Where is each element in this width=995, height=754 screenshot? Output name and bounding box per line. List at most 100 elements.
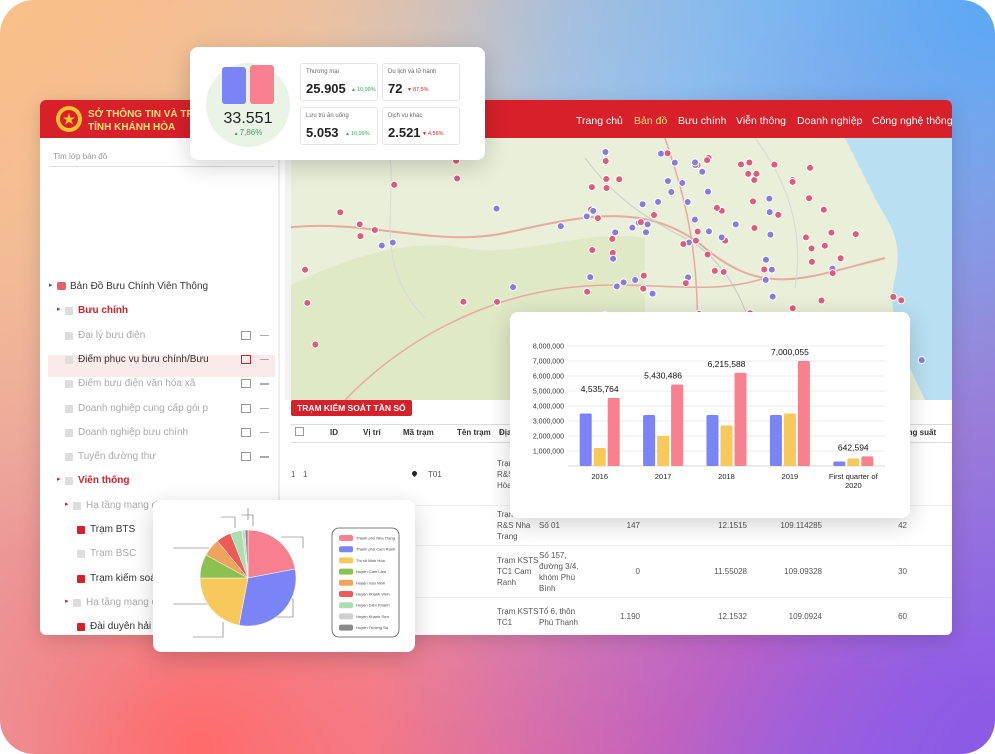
menu-icon <box>260 383 269 385</box>
table-cell: 42 <box>898 521 907 530</box>
table-icon <box>241 379 251 389</box>
checkbox <box>65 428 73 437</box>
icon-bar <box>250 65 274 104</box>
map-pin <box>760 265 769 274</box>
stat-value: 5.053 <box>306 125 339 140</box>
tree-row[interactable]: Điểm bưu điện văn hóa xã <box>65 377 269 391</box>
table-cell: 12.1532 <box>718 612 747 621</box>
x-tick-label: First quarter of 2020 <box>828 472 878 490</box>
stat-label: Dịch vụ khác <box>388 113 423 119</box>
map-pin <box>719 267 728 276</box>
table-cell: 60 <box>898 612 907 621</box>
legend-label: Huyện Trường Sa <box>356 625 389 630</box>
total-change: 7,86% <box>234 128 263 137</box>
map-pin <box>690 215 699 224</box>
search-box[interactable]: Tìm lớp bản đồ <box>49 148 274 167</box>
header: SỞ THÔNG TIN VÀ TRUYỀ TỈNH KHÁNH HÒA Tra… <box>40 100 952 138</box>
x-tick-label: 2019 <box>781 472 799 481</box>
data-label: 5,430,486 <box>644 371 682 381</box>
tree-row[interactable]: Điểm phục vụ bưu chính/Bưu cục <box>65 353 269 367</box>
nav-link[interactable]: Trang chủ <box>576 115 623 127</box>
map-pin <box>583 287 592 296</box>
tree-label: Bưu chính <box>78 305 129 317</box>
map-pin <box>737 160 746 169</box>
bar <box>783 413 796 466</box>
x-tick-label: 2016 <box>591 472 609 481</box>
expander: ▸ <box>57 306 61 314</box>
select-all[interactable] <box>295 427 304 436</box>
map-pin <box>609 254 618 263</box>
legend-label: Huyện Diên Khánh <box>356 603 390 608</box>
map-pin <box>897 296 906 305</box>
stat-tile: Du lịch và lữ hành 72 87,5% <box>382 63 460 101</box>
legend-swatch <box>339 624 353 631</box>
map-pin <box>745 158 754 167</box>
stat-tile: Thương mại 25.905 10,99% <box>300 63 378 101</box>
bar <box>847 458 860 466</box>
bar-chart: 1,000,000 2,000,000 3,000,000 4,000,000 5,00… <box>533 344 885 467</box>
map-pin <box>710 266 719 275</box>
data-label: 7,000,055 <box>771 347 809 357</box>
map-pin <box>731 220 740 229</box>
map-pin <box>336 208 345 217</box>
table-cell: 0 <box>635 567 640 576</box>
menu-icon <box>260 334 269 337</box>
map-pin <box>601 147 610 156</box>
stat-value: 25.905 <box>306 81 346 96</box>
table-cell: 11.55028 <box>714 567 747 576</box>
legend-label: Huyện Khánh Sơn <box>356 614 389 619</box>
bar <box>657 436 670 466</box>
map-pin <box>670 158 679 167</box>
map-pin <box>601 156 610 165</box>
tree-row[interactable]: Đại lý bưu điện <box>65 329 269 343</box>
nav-link[interactable]: Doanh nghiệp <box>797 115 863 127</box>
stats-card: 33.551 7,86% Thương mại 25.905 10,99% Du… <box>190 47 485 160</box>
tree-row[interactable]: ▸ Hạ tầng mạng di động <box>65 499 265 513</box>
logo <box>56 106 82 132</box>
map-pin <box>765 208 774 217</box>
map-pin <box>748 197 757 206</box>
table-cell: 147 <box>626 521 640 530</box>
nav-link[interactable]: Bưu chính <box>678 115 727 127</box>
map-pin <box>704 227 713 236</box>
map-pin <box>628 223 637 232</box>
nav-link[interactable]: Bản đồ <box>634 115 668 127</box>
tree-row[interactable]: ▸ Viễn thông <box>57 474 265 488</box>
legend-label: Thành phố Cam Ranh <box>356 547 395 552</box>
tree-row[interactable]: ▸ Bưu chính <box>57 304 265 318</box>
map-pin <box>602 174 611 183</box>
legend-swatch <box>339 535 353 541</box>
nav-link[interactable]: Viễn thông <box>736 115 787 127</box>
table-cell: 30 <box>898 567 907 576</box>
map-pin <box>820 241 829 250</box>
map-pin <box>807 244 816 253</box>
tree-row[interactable]: Doanh nghiệp bưu chính <box>65 426 269 440</box>
stat-label: Thương mại <box>306 69 339 75</box>
bar <box>607 397 620 466</box>
tree-row[interactable]: Doanh nghiệp cung cấp gói phụ ki <box>65 402 269 416</box>
map-pin <box>390 180 399 189</box>
tree-label: Trạm BSC <box>90 548 137 560</box>
pie-chart-card: Thành phố Nha Trang Thành phố Cam Ranh Thị… <box>153 500 415 652</box>
tree-row[interactable]: Tuyến đường thư <box>65 450 269 464</box>
column-header: Vị trí <box>363 428 381 437</box>
map-pin <box>744 169 753 178</box>
map-pin <box>717 233 726 242</box>
map-pin <box>619 278 628 287</box>
nav-link[interactable]: Công nghệ thông <box>872 115 952 127</box>
tree-row[interactable]: ▸ Hạ tầng mạng cố <box>65 596 265 610</box>
stat-change: 87,5% <box>407 87 429 93</box>
map-pin <box>788 304 797 313</box>
bar <box>833 461 846 466</box>
tree-row[interactable]: ▸ Bản Đồ Bưu Chính Viễn Thông <box>49 280 265 294</box>
legend-swatch <box>339 613 353 620</box>
menu-icon <box>260 358 269 361</box>
map-pin <box>663 149 672 158</box>
map-pin <box>593 214 602 223</box>
bar <box>579 413 592 466</box>
divider <box>278 138 280 635</box>
table-cell: 109.0924 <box>788 612 822 621</box>
checkbox <box>77 574 85 583</box>
tree-label: Đại lý bưu điện <box>78 329 146 341</box>
